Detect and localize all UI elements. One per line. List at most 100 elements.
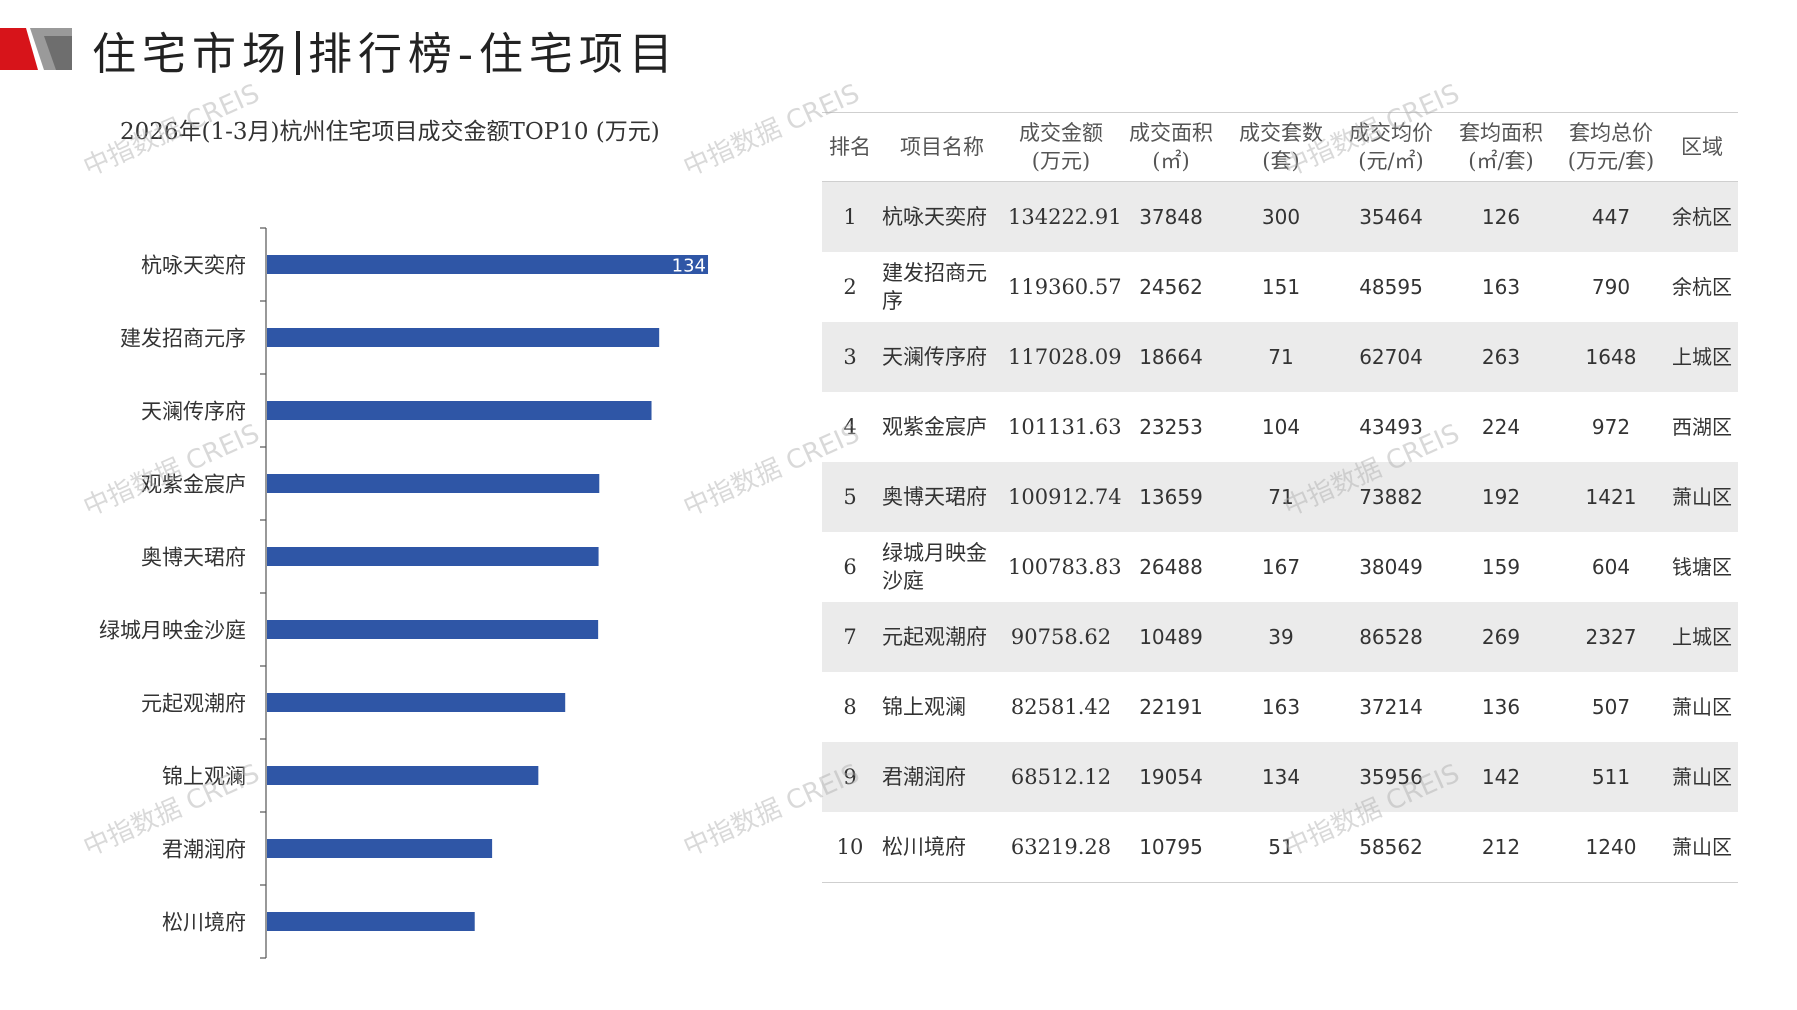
table-cell: 43493: [1359, 415, 1423, 439]
table-cell: 上城区: [1666, 322, 1738, 392]
bar: [267, 255, 709, 274]
table-cell: 100783.83: [1008, 555, 1122, 579]
column-header: 成交金额 (万元): [1006, 112, 1116, 182]
category-label: 松川境府: [162, 911, 246, 935]
table-cell: 300: [1226, 181, 1336, 252]
table-cell: 90758.62: [1006, 602, 1116, 672]
table-cell: 68512.12: [1006, 742, 1116, 812]
table-cell: 9: [822, 742, 878, 812]
data-label: 134: [672, 256, 706, 277]
table-cell: 2327: [1556, 602, 1666, 672]
table-cell: 126: [1446, 181, 1556, 252]
table-cell: 134: [1226, 742, 1336, 812]
table-cell: 1: [822, 181, 878, 252]
table-cell: 10489: [1116, 602, 1226, 672]
category-label: 杭咏天奕府: [141, 254, 246, 278]
bar: [267, 912, 475, 931]
category-label: 元起观潮府: [141, 692, 246, 716]
column-header: 区域: [1666, 112, 1738, 182]
table-cell: 790: [1591, 275, 1631, 299]
table-cell: 23253: [1139, 415, 1203, 439]
table-cell: 100912.74: [1006, 462, 1122, 532]
column-header-line1: 项目名称: [900, 135, 984, 159]
bar-chart: 杭咏天奕府 134 建发招商元序天澜传序府观紫金宸庐奥博天珺府绿城月映金沙庭元起观潮…: [99, 227, 709, 959]
table-cell: 建发招商元序: [882, 261, 987, 313]
table-cell: 35464: [1336, 181, 1446, 252]
column-header-line2: (万元/套): [1567, 149, 1655, 173]
column-header-line1: 排名: [829, 135, 871, 159]
table-cell: 观紫金宸庐: [882, 415, 987, 439]
table-cell: 10: [822, 812, 878, 883]
bar: [267, 839, 493, 858]
table-cell: 58562: [1336, 812, 1446, 883]
table-cell: 余杭区: [1666, 181, 1738, 252]
table-cell: 151: [1261, 275, 1301, 299]
table-cell: 1421: [1556, 462, 1666, 532]
table-row: 10 松川境府 63219.28 10795 51 58562 212 1240 萧山区: [822, 812, 1738, 883]
table-cell: 62704: [1336, 322, 1446, 392]
table-cell: 212: [1446, 812, 1556, 883]
column-header-line2: (㎡/套): [1468, 149, 1534, 173]
table-cell: 26488: [1139, 555, 1203, 579]
table-row: 3 天澜传序府 117028.09 18664 71 62704 263 1648 上城区: [822, 322, 1738, 392]
table-header-row: 排名 项目名称 成交金额 (万元) 成交面积 (㎡) 成交套数 (套) 成交均价 (元/㎡) 套均面…: [822, 112, 1738, 182]
table-cell: 西湖区: [1672, 415, 1732, 439]
table-cell: 6: [843, 555, 857, 579]
table-cell: 锦上观澜: [882, 695, 966, 719]
column-header-line2: (套): [1262, 149, 1300, 173]
category-label: 君潮润府: [162, 838, 246, 862]
column-header: 成交面积 (㎡): [1116, 112, 1226, 182]
column-header: 套均总价 (万元/套): [1556, 112, 1666, 182]
bar: [267, 328, 660, 347]
ranking-table-container: 排名 项目名称 成交金额 (万元) 成交面积 (㎡) 成交套数 (套) 成交均价 (元/㎡) 套均面…: [822, 112, 1738, 883]
table-cell: 37848: [1116, 181, 1226, 252]
table-cell: 511: [1556, 742, 1666, 812]
table-cell: 元起观潮府: [878, 602, 1006, 672]
table-row: 6 绿城月映金沙庭 100783.83 26488 167 38049 159 604 钱塘区: [822, 532, 1738, 602]
table-cell: 8: [843, 695, 857, 719]
table-cell: 5: [822, 462, 878, 532]
column-header: 成交套数 (套): [1226, 112, 1336, 182]
table-cell: 7: [822, 602, 878, 672]
table-cell: 19054: [1116, 742, 1226, 812]
table-cell: 4: [843, 415, 857, 439]
table-row: 7 元起观潮府 90758.62 10489 39 86528 269 2327 上城区: [822, 602, 1738, 672]
table-cell: 1648: [1556, 322, 1666, 392]
bar: [267, 547, 599, 566]
table-cell: 82581.42: [1010, 695, 1112, 719]
table-cell: 杭咏天奕府: [878, 181, 1006, 252]
table-cell: 269: [1446, 602, 1556, 672]
bar: [267, 766, 539, 785]
table-cell: 73882: [1336, 462, 1446, 532]
table-cell: 167: [1261, 555, 1301, 579]
table-cell: 2: [843, 275, 857, 299]
table-cell: 263: [1446, 322, 1556, 392]
category-label: 奥博天珺府: [141, 546, 246, 570]
column-header-line1: 成交均价: [1349, 121, 1433, 145]
table-cell: 钱塘区: [1672, 555, 1732, 579]
table-cell: 萧山区: [1666, 742, 1738, 812]
title-separator: [296, 31, 300, 75]
brand-logo-icon: [0, 28, 72, 70]
table-cell: 51: [1226, 812, 1336, 883]
column-header-line1: 成交金额: [1019, 121, 1103, 145]
table-cell: 39: [1226, 602, 1336, 672]
column-header-line1: 套均总价: [1569, 121, 1653, 145]
column-header-line2: (㎡): [1152, 149, 1190, 173]
column-header-line1: 套均面积: [1459, 121, 1543, 145]
page-title-left: 住宅市场: [92, 29, 292, 80]
table-cell: 71: [1226, 462, 1336, 532]
table-row: 9 君潮润府 68512.12 19054 134 35956 142 511 萧山区: [822, 742, 1738, 812]
table-cell: 136: [1481, 695, 1521, 719]
table-cell: 604: [1591, 555, 1631, 579]
table-cell: 37214: [1359, 695, 1423, 719]
column-header-line1: 成交套数: [1239, 121, 1323, 145]
table-cell: 35956: [1336, 742, 1446, 812]
table-row: 2 建发招商元序 119360.57 24562 151 48595 163 790 余杭区: [822, 252, 1738, 322]
table-cell: 159: [1481, 555, 1521, 579]
table-cell: 48595: [1359, 275, 1423, 299]
table-cell: 134222.91: [1006, 181, 1122, 252]
column-header: 排名: [822, 112, 878, 182]
table-cell: 天澜传序府: [878, 322, 1006, 392]
table-cell: 163: [1481, 275, 1521, 299]
